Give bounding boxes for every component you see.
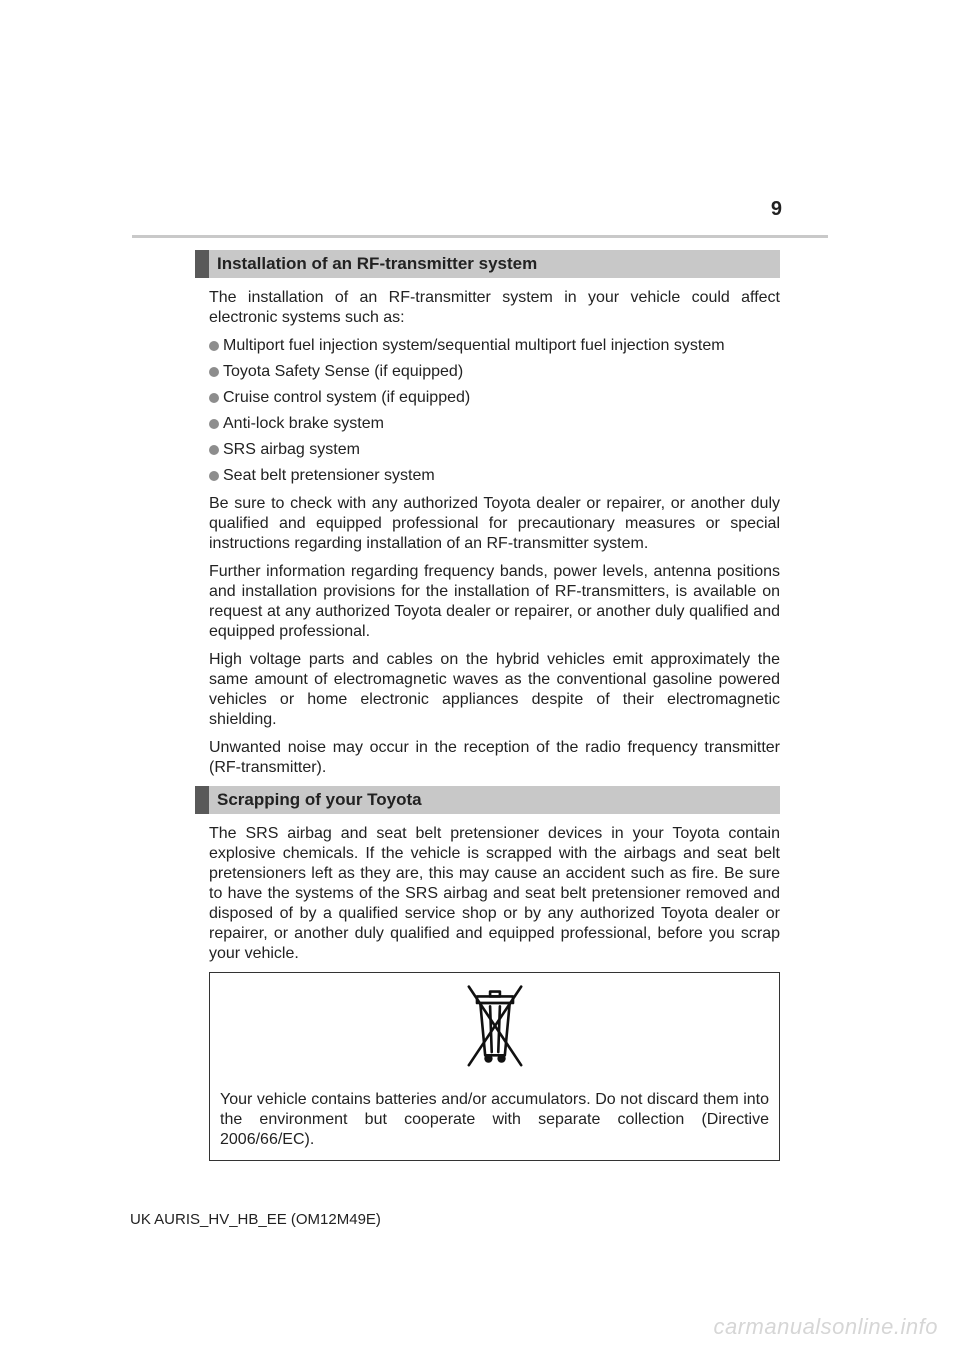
list-item: Toyota Safety Sense (if equipped) bbox=[209, 362, 780, 382]
bullet-icon bbox=[209, 471, 219, 481]
bullet-icon bbox=[209, 367, 219, 377]
bullet-text: Toyota Safety Sense (if equipped) bbox=[223, 362, 463, 382]
bullet-icon bbox=[209, 419, 219, 429]
footer-code: UK AURIS_HV_HB_EE (OM12M49E) bbox=[130, 1211, 381, 1228]
list-item: Cruise control system (if equipped) bbox=[209, 388, 780, 408]
weee-caption: Your vehicle contains batteries and/or a… bbox=[220, 1090, 769, 1150]
section-header-scrap: Scrapping of your Toyota bbox=[195, 786, 780, 814]
bullet-text: Multiport fuel injection system/sequenti… bbox=[223, 336, 725, 356]
rf-p1: Be sure to check with any authorized Toy… bbox=[209, 494, 780, 554]
bullet-text: Cruise control system (if equipped) bbox=[223, 388, 470, 408]
page-number: 9 bbox=[771, 198, 782, 221]
rf-bullet-list: Multiport fuel injection system/sequenti… bbox=[209, 336, 780, 486]
manual-page: 9 Installation of an RF-transmitter syst… bbox=[0, 0, 960, 1358]
list-item: Seat belt pretensioner system bbox=[209, 466, 780, 486]
watermark: carmanualsonline.info bbox=[713, 1314, 938, 1340]
top-rule bbox=[132, 235, 828, 238]
list-item: Anti-lock brake system bbox=[209, 414, 780, 434]
section-title: Installation of an RF-transmitter system bbox=[217, 254, 537, 273]
weee-icon-wrap bbox=[220, 985, 769, 1080]
scrap-p1: The SRS airbag and seat belt pretensione… bbox=[209, 824, 780, 964]
bullet-text: Seat belt pretensioner system bbox=[223, 466, 435, 486]
list-item: SRS airbag system bbox=[209, 440, 780, 460]
bullet-icon bbox=[209, 341, 219, 351]
rf-p4: Unwanted noise may occur in the receptio… bbox=[209, 738, 780, 778]
section-header-rf: Installation of an RF-transmitter system bbox=[195, 250, 780, 278]
page-content: Installation of an RF-transmitter system… bbox=[195, 250, 780, 1161]
bullet-icon bbox=[209, 445, 219, 455]
weee-info-box: Your vehicle contains batteries and/or a… bbox=[209, 972, 780, 1161]
crossed-bin-icon bbox=[452, 985, 538, 1075]
bullet-text: SRS airbag system bbox=[223, 440, 360, 460]
rf-p3: High voltage parts and cables on the hyb… bbox=[209, 650, 780, 730]
bullet-text: Anti-lock brake system bbox=[223, 414, 384, 434]
section-title: Scrapping of your Toyota bbox=[217, 790, 422, 809]
rf-p2: Further information regarding frequency … bbox=[209, 562, 780, 642]
bullet-icon bbox=[209, 393, 219, 403]
rf-intro: The installation of an RF-transmitter sy… bbox=[209, 288, 780, 328]
list-item: Multiport fuel injection system/sequenti… bbox=[209, 336, 780, 356]
